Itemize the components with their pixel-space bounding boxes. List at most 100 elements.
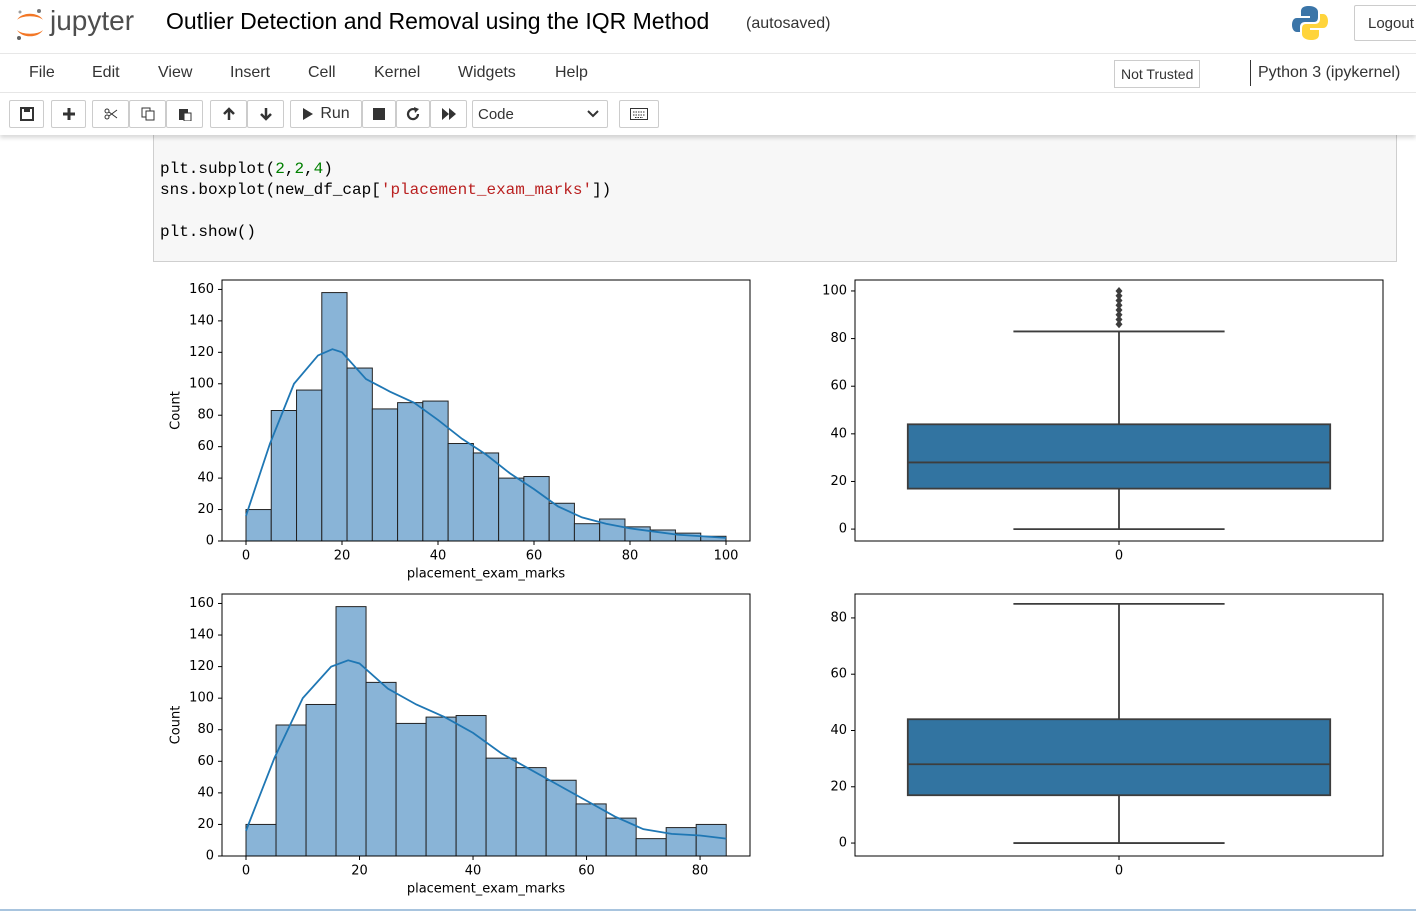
move-up-button[interactable] xyxy=(210,100,247,128)
y-tick-label: 60 xyxy=(197,439,214,454)
y-tick-label: 0 xyxy=(206,534,214,549)
menu-item[interactable]: View xyxy=(158,64,193,81)
x-tick-label: 0 xyxy=(1115,864,1123,879)
code-token: ]) xyxy=(592,181,612,199)
axes-frame xyxy=(854,593,1384,857)
restart-button[interactable] xyxy=(396,100,430,128)
kde-line xyxy=(245,659,727,840)
interrupt-button[interactable] xyxy=(362,100,396,128)
histogram-bar xyxy=(371,408,399,542)
histogram-bar xyxy=(395,722,427,857)
y-tick-label: 20 xyxy=(830,474,847,489)
histogram-bar xyxy=(523,476,550,542)
kde-line xyxy=(245,348,727,539)
code-line: plt.subplot(2,2,4) xyxy=(160,159,333,180)
code-token: 'placement_exam_marks' xyxy=(380,181,593,199)
code-line: plt.show() xyxy=(160,222,256,243)
kernel-indicator[interactable]: Python 3 (ipykernel) xyxy=(1258,64,1401,81)
code-line: sns.boxplot(new_df_cap['placement_exam_m… xyxy=(160,180,611,201)
x-tick-label: 40 xyxy=(465,864,482,879)
menu-item[interactable]: File xyxy=(29,64,55,81)
axes-frame xyxy=(221,279,751,542)
histogram-bar xyxy=(695,823,727,857)
y-tick-label: 80 xyxy=(197,408,214,423)
insert-button[interactable] xyxy=(51,100,86,128)
python-logo xyxy=(1292,6,1328,40)
axes-frame xyxy=(854,279,1384,542)
notebook-title[interactable]: Outlier Detection and Removal using the … xyxy=(166,8,710,34)
outlier xyxy=(1115,320,1123,329)
menu-item[interactable]: Cell xyxy=(308,64,336,81)
x-tick-label: 60 xyxy=(526,549,543,564)
y-tick-label: 40 xyxy=(197,785,214,800)
menu-item[interactable]: Widgets xyxy=(458,64,516,81)
run-label: Run xyxy=(320,105,350,122)
logout-button[interactable]: Logout xyxy=(1354,5,1416,41)
code-token: plt.subplot( xyxy=(160,160,276,178)
move-down-button[interactable] xyxy=(247,100,284,128)
save-button[interactable] xyxy=(9,100,44,128)
x-tick-label: 60 xyxy=(578,864,595,879)
paste-button[interactable] xyxy=(166,100,203,128)
keyboard-button[interactable] xyxy=(619,100,659,128)
code-token: , xyxy=(284,160,295,178)
x-tick-label: 20 xyxy=(351,864,368,879)
histogram-bar xyxy=(635,838,667,857)
run-all-button[interactable] xyxy=(430,100,467,128)
outlier xyxy=(1115,286,1123,295)
y-tick-label: 40 xyxy=(197,471,214,486)
y-tick-label: 20 xyxy=(197,817,214,832)
y-tick-label: 80 xyxy=(197,722,214,737)
toolbar: Run Code xyxy=(0,93,1416,135)
trust-indicator[interactable]: Not Trusted xyxy=(1114,60,1201,88)
run-button[interactable]: Run xyxy=(290,100,362,128)
header: jupyter Outlier Detection and Removal us… xyxy=(0,0,1416,54)
histogram-bar xyxy=(335,606,367,857)
code-token: , xyxy=(304,160,314,178)
y-tick-label: 0 xyxy=(206,849,214,864)
histogram-bar xyxy=(425,716,457,857)
menu-item[interactable]: Insert xyxy=(230,64,271,81)
x-tick-label: 100 xyxy=(714,549,739,564)
y-tick-label: 60 xyxy=(830,667,847,682)
menubar: File Edit View Insert Cell Kernel Widgets Help … xyxy=(0,54,1416,93)
y-tick-label: 60 xyxy=(197,754,214,769)
y-tick-label: 40 xyxy=(830,723,847,738)
outlier xyxy=(1115,306,1123,315)
y-tick-label: 40 xyxy=(830,426,847,441)
histogram-bar xyxy=(245,823,277,857)
y-tick-label: 100 xyxy=(189,376,214,391)
outlier xyxy=(1115,296,1123,305)
logo-text[interactable]: jupyter xyxy=(50,5,135,36)
histogram-bar xyxy=(573,523,601,542)
x-axis-label: placement_exam_marks xyxy=(407,882,566,897)
jupyter-logo-icon xyxy=(17,9,43,40)
cut-button[interactable] xyxy=(92,100,129,128)
code-cell[interactable] xyxy=(153,110,1397,262)
menu-item[interactable]: Edit xyxy=(92,64,120,81)
code-token: 4 xyxy=(313,160,324,178)
outlier xyxy=(1115,291,1123,300)
x-tick-label: 0 xyxy=(1115,549,1123,564)
y-tick-label: 80 xyxy=(830,610,847,625)
histogram-bar xyxy=(321,292,348,542)
x-tick-label: 80 xyxy=(692,864,709,879)
copy-button[interactable] xyxy=(129,100,166,128)
menu-item[interactable]: Kernel xyxy=(374,64,421,81)
y-tick-label: 160 xyxy=(189,596,214,611)
histogram-bar xyxy=(665,827,697,857)
cell-type-label: Code xyxy=(478,105,514,123)
cell-type-select[interactable]: Code xyxy=(472,100,608,128)
x-tick-label: 80 xyxy=(622,549,639,564)
x-tick-label: 0 xyxy=(242,864,250,879)
menu-item[interactable]: Help xyxy=(555,64,588,81)
y-axis-label: Count xyxy=(169,391,184,430)
histogram-bar xyxy=(447,443,474,542)
y-tick-label: 0 xyxy=(839,522,847,537)
y-tick-label: 80 xyxy=(830,331,847,346)
box xyxy=(906,718,1332,797)
histogram-bar xyxy=(498,477,525,542)
autosave-status: (autosaved) xyxy=(746,15,831,32)
